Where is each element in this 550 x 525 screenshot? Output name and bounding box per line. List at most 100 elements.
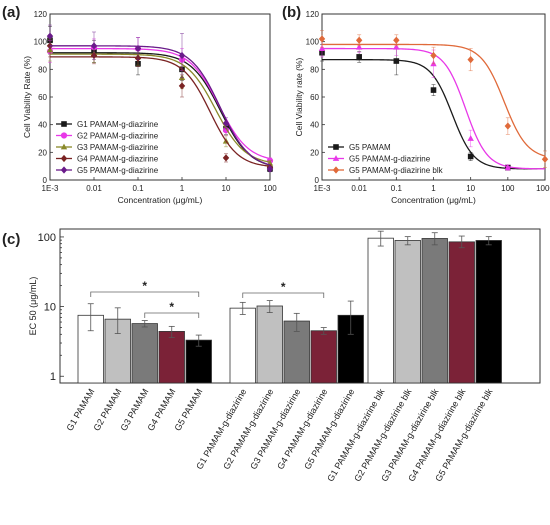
a-legend: G1 PAMAM-g-diazirine G2 PAMAM-g-diazirine… bbox=[56, 120, 159, 175]
a-legend-entry: G2 PAMAM-g-diazirine bbox=[77, 132, 159, 141]
b-ytick-label: 80 bbox=[310, 65, 319, 74]
c-ytick-label: 1 bbox=[50, 371, 56, 383]
a-xtick-label: 1E-3 bbox=[42, 184, 59, 193]
b-data-point bbox=[318, 45, 326, 51]
c-bar bbox=[256, 305, 283, 384]
a-ytick-label: 20 bbox=[38, 148, 47, 157]
c-bar bbox=[283, 320, 310, 384]
a-legend-entry: G4 PAMAM-g-diazirine bbox=[77, 155, 159, 164]
a-data-point bbox=[46, 32, 54, 40]
c-significance-star: * bbox=[169, 300, 174, 314]
a-xtick-label: 0.1 bbox=[132, 184, 144, 193]
b-data-point bbox=[467, 135, 474, 141]
c-significance-bracket: * bbox=[242, 280, 325, 298]
c-category-label: G5 PAMAM-g-diazirine bbox=[302, 387, 356, 471]
a-fit-curve bbox=[50, 45, 271, 166]
b-xtick-label: 1E-3 bbox=[314, 184, 331, 193]
a-xtick-label: 100 bbox=[263, 184, 277, 193]
a-legend-entry: G1 PAMAM-g-diazirine bbox=[77, 120, 159, 129]
b-ytick-label: 0 bbox=[315, 176, 320, 185]
c-bar bbox=[448, 241, 475, 384]
a-fit-curve bbox=[50, 52, 271, 166]
c-category-label: G1 PAMAM-g-diazirine bbox=[194, 387, 248, 471]
c-bar bbox=[475, 240, 502, 384]
b-legend-entry: G5 PAMAM-g-diazirine blk bbox=[349, 166, 444, 175]
b-ytick-label: 20 bbox=[310, 148, 319, 157]
c-ytick-label: 100 bbox=[38, 232, 56, 244]
b-legend: G5 PAMAM G5 PAMAM-g-diazirine G5 PAMAM-g-d… bbox=[328, 143, 444, 175]
b-xtick-label: 10 bbox=[466, 184, 475, 193]
c-category-label: G2 PAMAM-g-diazirine bbox=[221, 387, 275, 471]
b-legend-marker bbox=[332, 155, 340, 161]
a-x-axis-title: Concentration (μg/mL) bbox=[118, 195, 203, 205]
panel-c-label: (c) bbox=[2, 231, 20, 248]
b-data-point bbox=[356, 54, 362, 60]
a-xtick-label: 1 bbox=[180, 184, 185, 193]
b-xtick-label: 1000 bbox=[536, 184, 550, 193]
b-ytick-label: 60 bbox=[310, 93, 319, 102]
b-legend-marker bbox=[333, 144, 339, 150]
c-significance-star: * bbox=[142, 279, 147, 293]
b-data-point bbox=[355, 43, 363, 50]
a-ytick-label: 80 bbox=[38, 65, 47, 74]
a-fit-curve bbox=[50, 53, 271, 163]
b-ytick-label: 40 bbox=[310, 121, 319, 130]
c-bar bbox=[229, 307, 256, 384]
b-data-point bbox=[504, 122, 512, 130]
b-data-point bbox=[355, 36, 363, 44]
c-bar bbox=[421, 238, 448, 384]
b-data-point bbox=[318, 35, 326, 43]
b-x-axis-title: Concentration (μg/mL) bbox=[391, 195, 476, 205]
panel-a-label: (a) bbox=[2, 4, 20, 21]
b-legend-entry: G5 PAMAM bbox=[349, 143, 391, 152]
a-legend-entry: G3 PAMAM-g-diazirine bbox=[77, 143, 159, 152]
a-data-point bbox=[134, 44, 142, 53]
b-y-axis-title: Cell Viability rate (%) bbox=[294, 57, 304, 136]
c-significance-bracket: * bbox=[90, 279, 200, 297]
panel-b-label: (b) bbox=[282, 4, 301, 21]
b-data-point bbox=[467, 153, 474, 160]
a-y-axis-title: Cell Viability Rate (%) bbox=[22, 56, 32, 138]
a-legend-entry: G5 PAMAM-g-diazirine bbox=[77, 166, 159, 175]
a-legend-marker bbox=[60, 154, 68, 163]
c-category-label: G3 PAMAM-g-diazirine bbox=[248, 387, 302, 471]
c-significance-star: * bbox=[281, 280, 286, 294]
b-data-point bbox=[504, 164, 512, 170]
c-y-axis-title: EC 50 (μg/mL) bbox=[28, 277, 38, 336]
a-legend-marker bbox=[60, 143, 68, 150]
a-xtick-label: 0.01 bbox=[86, 184, 102, 193]
b-legend-entry: G5 PAMAM-g-diazirine bbox=[349, 155, 431, 164]
a-legend-marker bbox=[61, 121, 67, 127]
a-data-point bbox=[178, 82, 186, 90]
c-category-label: G5 PAMAM bbox=[172, 387, 204, 433]
b-ytick-label: 120 bbox=[306, 10, 320, 19]
b-data-point bbox=[393, 43, 400, 50]
a-data-point bbox=[178, 51, 186, 60]
c-bar bbox=[394, 240, 421, 384]
c-ytick-label: 10 bbox=[44, 302, 56, 314]
a-series-5 bbox=[46, 24, 274, 173]
c-bar bbox=[131, 323, 158, 384]
a-fit-curve bbox=[50, 47, 271, 160]
c-bracket-line bbox=[90, 291, 200, 297]
a-data-point bbox=[222, 119, 230, 127]
a-data-point bbox=[90, 42, 98, 50]
c-bar bbox=[158, 331, 185, 384]
a-ytick-label: 100 bbox=[34, 38, 48, 47]
a-fit-curve bbox=[50, 56, 271, 167]
b-data-point bbox=[541, 155, 549, 163]
a-xtick-label: 10 bbox=[222, 184, 231, 193]
b-data-point bbox=[430, 51, 437, 60]
a-ytick-label: 60 bbox=[38, 93, 47, 102]
c-bar bbox=[310, 330, 337, 384]
b-data-point bbox=[393, 36, 400, 44]
a-legend-marker bbox=[60, 166, 68, 174]
a-ytick-label: 40 bbox=[38, 121, 47, 130]
c-bracket-line bbox=[144, 312, 200, 318]
b-xtick-label: 100 bbox=[501, 184, 515, 193]
chart-b: 0 20 40 60 80 100 120 1E-3 0.01 0.1 1 10 100 1000 Conc… bbox=[294, 10, 550, 205]
